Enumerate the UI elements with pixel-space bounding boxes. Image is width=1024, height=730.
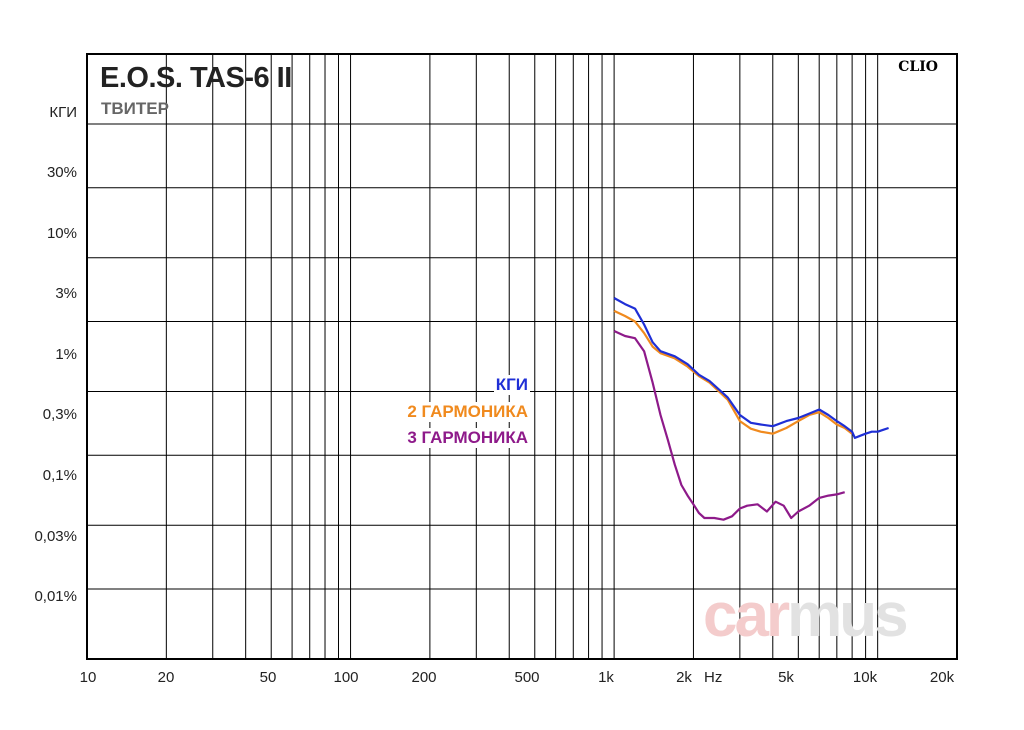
y-tick-label: 0,01% <box>34 588 77 605</box>
x-tick-label: 20k <box>929 669 955 686</box>
y-tick-label: 10% <box>46 225 77 242</box>
y-tick-label: 30% <box>46 164 77 181</box>
clio-brand: CLIO <box>898 59 938 75</box>
x-tick-label: 200 <box>411 669 437 686</box>
legend-h3: 3 ГАРМОНИКА <box>405 428 530 448</box>
series-line-1 <box>613 309 853 435</box>
x-tick-label: 100 <box>333 669 359 686</box>
y-tick-label: 3% <box>55 285 77 302</box>
y-tick-label: 0,3% <box>42 406 77 423</box>
x-tick-label: 20 <box>157 669 175 686</box>
plot-frame <box>86 53 958 660</box>
carmus-watermark: carmus <box>703 580 909 651</box>
y-tick-label: 1% <box>55 346 77 363</box>
x-tick-label: 10 <box>79 669 97 686</box>
y-axis-label: КГИ <box>49 104 77 121</box>
x-tick-label: 500 <box>514 669 540 686</box>
y-tick-label: 0,1% <box>42 467 77 484</box>
x-tick-label: 5k <box>778 669 794 686</box>
chart-subtitle: ТВИТЕР <box>101 99 169 118</box>
x-tick-label: 2k <box>676 669 692 686</box>
watermark-part-2: mus <box>787 581 908 650</box>
legend-thd: КГИ <box>493 375 530 395</box>
x-axis-unit: Hz <box>704 669 723 686</box>
x-tick-label: 10k <box>852 669 878 686</box>
x-tick-label: 1k <box>598 669 614 686</box>
chart-curves <box>613 297 889 521</box>
series-line-2 <box>613 330 845 521</box>
series-line-0 <box>613 297 889 439</box>
y-tick-label: 0,03% <box>34 528 77 545</box>
chart-grid <box>87 54 957 659</box>
legend-h2: 2 ГАРМОНИКА <box>405 402 530 422</box>
watermark-part-1: car <box>703 581 790 650</box>
chart-title: E.O.S. TAS-6 II <box>100 62 292 94</box>
x-tick-label: 50 <box>259 669 277 686</box>
